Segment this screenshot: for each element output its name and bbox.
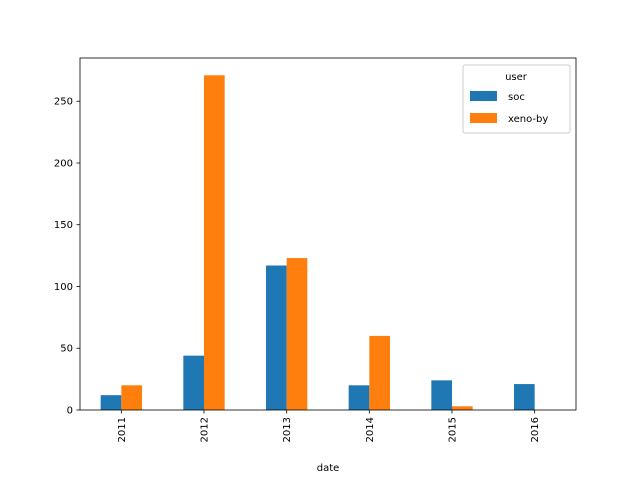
legend-swatch-xeno-by <box>470 113 497 123</box>
bar-xeno-by-2012 <box>204 75 225 410</box>
bar-soc-2015 <box>431 380 452 410</box>
legend-title: user <box>505 72 528 83</box>
y-tick-label-250: 250 <box>54 97 73 108</box>
y-tick-label-150: 150 <box>54 220 73 231</box>
y-axis: 0 50 100 150 200 250 <box>54 97 80 417</box>
bar-soc-2014 <box>348 385 370 410</box>
bar-xeno-by-2015 <box>452 406 473 410</box>
bar-soc-2016 <box>514 384 535 410</box>
bar-xeno-by-2011 <box>121 385 142 410</box>
x-tick-label-2011: 2011 <box>117 417 128 442</box>
legend-label-xeno-by: xeno-by <box>508 114 548 125</box>
x-axis-label: date <box>317 463 340 474</box>
y-tick-label-50: 50 <box>60 344 73 355</box>
x-axis: 2011 2012 2013 2014 2015 2016 <box>117 410 541 442</box>
bar-xeno-by-2014 <box>369 335 390 410</box>
plot-frame <box>79 57 577 411</box>
bar-xeno-by-2013 <box>286 258 308 410</box>
bar-soc-2012 <box>183 355 204 410</box>
x-tick-label-2012: 2012 <box>200 417 211 442</box>
y-tick-label-0: 0 <box>67 406 73 417</box>
legend-label-soc: soc <box>508 92 525 103</box>
bars-layer <box>100 75 535 410</box>
x-tick-label-2013: 2013 <box>282 417 293 442</box>
x-tick-label-2016: 2016 <box>530 417 541 442</box>
legend: user soc xeno-by <box>462 64 571 134</box>
y-tick-label-200: 200 <box>54 158 73 169</box>
x-tick-label-2014: 2014 <box>365 417 376 442</box>
y-tick-label-100: 100 <box>54 282 73 293</box>
x-tick-label-2015: 2015 <box>448 417 459 442</box>
legend-swatch-soc <box>470 91 497 101</box>
bar-soc-2013 <box>266 265 287 410</box>
bar-soc-2011 <box>100 395 122 410</box>
